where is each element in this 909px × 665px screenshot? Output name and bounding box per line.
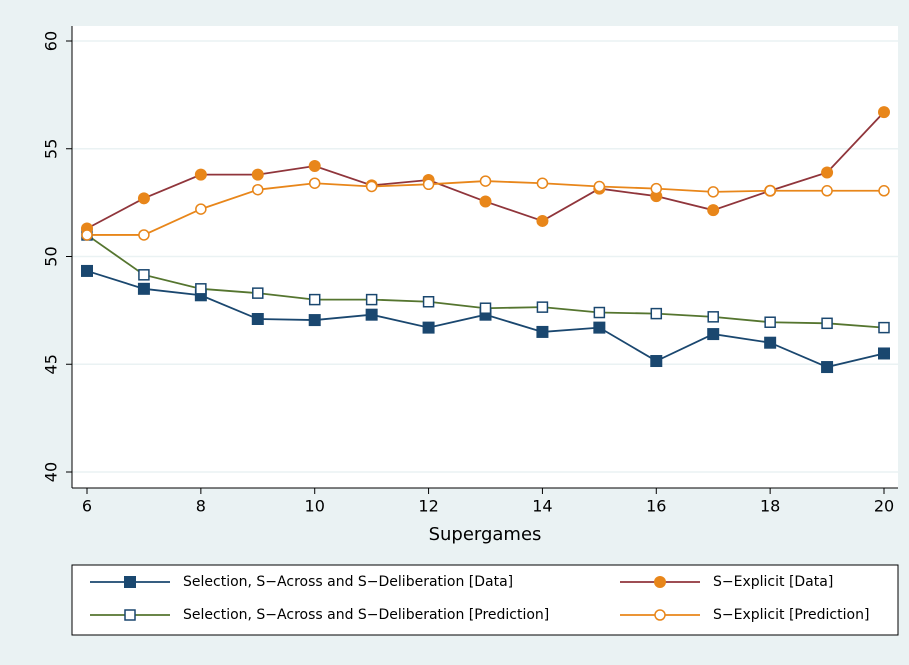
data-point	[650, 182, 663, 195]
legend-marker	[124, 609, 136, 621]
data-point	[422, 178, 435, 191]
legend-label: Selection, S−Across and S−Deliberation […	[183, 574, 513, 590]
x-tick-label: 18	[760, 497, 780, 516]
x-tick-label: 20	[874, 497, 894, 516]
data-point	[593, 306, 606, 319]
data-point	[251, 168, 264, 181]
data-point	[479, 175, 492, 187]
data-point	[308, 314, 321, 327]
x-tick-label: 12	[418, 497, 438, 516]
data-point	[138, 269, 150, 281]
data-point	[536, 301, 549, 313]
data-point	[821, 185, 833, 197]
data-point	[593, 180, 606, 193]
data-point	[821, 317, 833, 330]
data-point	[81, 264, 93, 277]
data-point	[138, 229, 150, 241]
data-point	[308, 293, 321, 306]
data-point	[764, 336, 777, 349]
data-point	[194, 168, 207, 181]
data-point	[365, 308, 378, 321]
data-point	[536, 214, 549, 227]
x-axis-label: Supergames	[429, 524, 542, 545]
data-point	[821, 361, 834, 374]
data-point	[308, 177, 321, 189]
y-tick-label: 50	[42, 246, 61, 266]
y-tick-label: 55	[42, 139, 61, 159]
y-tick-label: 45	[42, 354, 61, 374]
data-point	[308, 159, 321, 172]
legend-marker	[654, 609, 666, 621]
data-point	[650, 355, 663, 368]
data-point	[764, 316, 776, 328]
data-point	[536, 325, 549, 338]
data-point	[479, 195, 492, 208]
data-point	[878, 185, 890, 197]
y-tick-label: 60	[42, 31, 61, 51]
data-point	[365, 293, 378, 306]
data-point	[195, 203, 207, 215]
data-point	[422, 321, 435, 334]
data-point	[707, 186, 719, 198]
data-point	[764, 185, 776, 197]
data-point	[536, 177, 549, 189]
data-point	[593, 321, 606, 334]
data-point	[707, 204, 720, 217]
data-point	[650, 307, 663, 320]
legend-marker	[124, 576, 136, 588]
data-point	[479, 302, 492, 314]
data-point	[365, 180, 378, 193]
data-point	[821, 166, 834, 179]
data-point	[878, 347, 890, 360]
legend-label: Selection, S−Across and S−Deliberation […	[183, 607, 549, 623]
legend-label: S−Explicit [Prediction]	[713, 607, 869, 623]
data-point	[878, 321, 890, 334]
data-point	[252, 183, 264, 196]
data-point	[252, 287, 264, 299]
data-point	[195, 283, 207, 295]
x-tick-label: 16	[646, 497, 666, 516]
data-point	[251, 312, 264, 325]
legend-marker	[654, 576, 666, 588]
x-tick-label: 6	[82, 497, 92, 516]
data-point	[422, 296, 435, 308]
data-point	[707, 311, 719, 323]
x-tick-label: 8	[196, 497, 206, 516]
legend	[71, 564, 899, 636]
x-tick-label: 14	[532, 497, 552, 516]
x-tick-label: 10	[305, 497, 325, 516]
legend-label: S−Explicit [Data]	[713, 574, 833, 590]
y-tick-label: 40	[42, 462, 61, 482]
data-point	[878, 106, 890, 119]
data-point	[707, 328, 720, 341]
data-point	[81, 229, 93, 241]
data-point	[137, 192, 150, 205]
data-point	[137, 282, 150, 295]
